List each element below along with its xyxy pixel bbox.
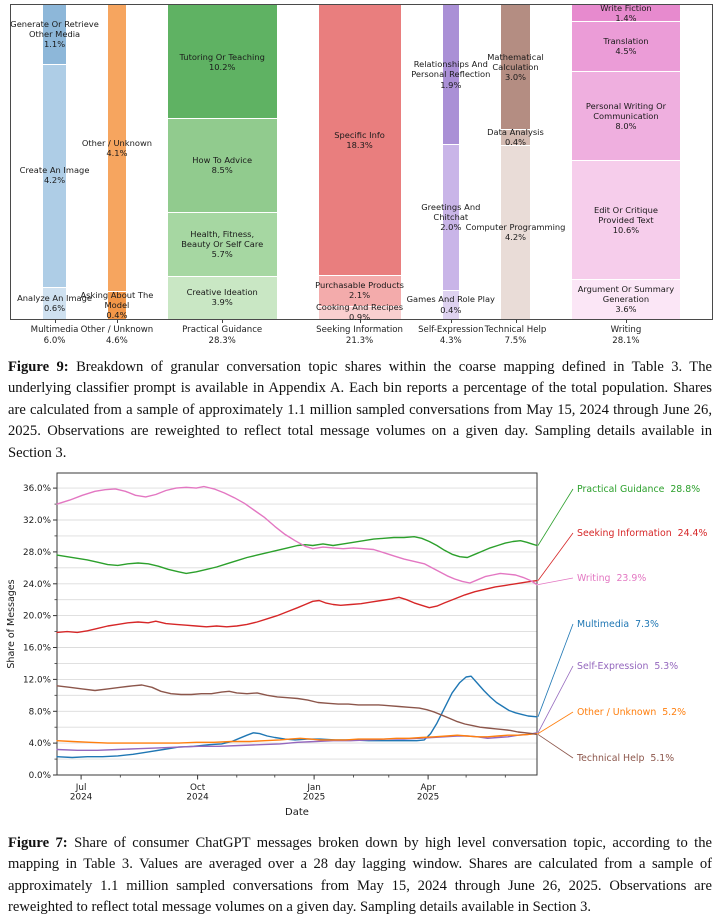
legend-leader-self-expression	[537, 665, 574, 733]
mosaic-segment-analyze-an-image	[43, 287, 67, 319]
mosaic-axis-tick	[625, 320, 627, 323]
series-line-seeking-information	[56, 579, 538, 634]
mosaic-segment-computer-programming	[501, 145, 530, 319]
y-tick-label: 24.0%	[23, 580, 51, 590]
plot-frame	[56, 472, 538, 776]
figure9-caption-label: Figure 9:	[8, 359, 69, 375]
y-tick-label: 4.0%	[29, 739, 51, 749]
mosaic-axis-tick	[359, 320, 361, 323]
legend-leader-multimedia	[537, 623, 574, 717]
y-tick-label: 16.0%	[23, 644, 51, 654]
x-tick-label: 2024	[70, 793, 93, 803]
x-tick-label: Apr	[420, 783, 436, 793]
mosaic-category-label-writing: Writing 28.1%	[610, 325, 642, 347]
series-line-writing	[56, 485, 538, 586]
mosaic-category-label-practical-guidance: Practical Guidance 28.3%	[182, 325, 263, 347]
mosaic-segment-games-and-role-play	[442, 289, 460, 319]
x-tick-label: Oct	[190, 783, 206, 793]
mosaic-segment-asking-about-the-model	[108, 291, 126, 319]
series-line-technical-help	[56, 684, 538, 736]
mosaic-axis-tick	[450, 320, 452, 323]
mosaic-segment-creative-ideation	[167, 275, 277, 319]
x-tick-label: 2025	[417, 793, 439, 803]
legend-label-practical-guidance: Practical Guidance 28.8%	[577, 484, 700, 495]
mosaic-segment-data-analysis	[501, 128, 530, 146]
figure7-caption-text: Share of consumer ChatGPT messages broke…	[8, 835, 712, 916]
mosaic-axis-tick	[116, 320, 118, 323]
mosaic-segment-other-unknown	[108, 5, 126, 292]
series-line-self-expression	[56, 732, 538, 751]
y-tick-label: 20.0%	[23, 612, 51, 622]
figure7-caption: Figure 7: Share of consumer ChatGPT mess…	[8, 833, 712, 919]
legend-leader-writing	[537, 577, 574, 585]
mosaic-category-label-multimedia: Multimedia 6.0%	[30, 325, 79, 347]
mosaic-segment-create-an-image	[43, 63, 67, 288]
y-tick-label: 0.0%	[29, 771, 51, 781]
series-line-practical-guidance	[56, 535, 538, 575]
series-line-other-unknown	[56, 732, 538, 744]
legend-label-writing: Writing 23.9%	[577, 573, 646, 584]
x-tick-label: Jul	[75, 783, 87, 793]
figure7-line-chart: 0.0% 4.0% 8.0% 12.0% 16.0% 20.0% 24.0% 28.0% 32.…	[0, 462, 720, 830]
mosaic-segment-translation	[571, 20, 680, 71]
x-axis-title: Date	[285, 807, 309, 818]
mosaic-segment-generate-or-retrieve-other-media	[43, 5, 67, 64]
series-line-multimedia	[56, 675, 538, 759]
mosaic-segment-write-fiction	[571, 5, 680, 21]
figure9-caption-text: Breakdown of granular conversation topic…	[8, 359, 712, 461]
mosaic-axis-tick	[222, 320, 224, 323]
mosaic-segment-argument-or-summary-generation	[571, 278, 680, 319]
legend-leader-technical-help	[537, 734, 574, 759]
mosaic-segment-health-fitness-beauty-or-self-care	[167, 212, 277, 276]
mosaic-axis-tick	[515, 320, 517, 323]
mosaic-segment-relationships-and-personal-reflection	[442, 5, 460, 144]
y-tick-label: 32.0%	[23, 516, 51, 526]
legend-leader-seeking-information	[537, 532, 574, 581]
legend-leader-practical-guidance	[537, 488, 574, 546]
figure9-mosaic-chart: Generate Or Retrieve Other Media 1.1% Cre…	[0, 0, 720, 352]
x-tick-label: 2025	[303, 793, 325, 803]
mosaic-segment-how-to-advice	[167, 118, 277, 213]
mosaic-category-label-other-unknown: Other / Unknown 4.6%	[80, 325, 154, 347]
mosaic-segment-cooking-and-recipes	[318, 305, 401, 319]
legend-label-seeking-information: Seeking Information 24.4%	[577, 528, 707, 539]
y-tick-label: 28.0%	[23, 548, 51, 558]
figure7-caption-label: Figure 7:	[8, 835, 68, 851]
mosaic-segment-specific-info	[318, 5, 401, 275]
x-tick-label: 2024	[186, 793, 209, 803]
mosaic-segment-mathematical-calculation	[501, 5, 530, 129]
legend-label-other-unknown: Other / Unknown 5.2%	[577, 707, 686, 718]
mosaic-axis-tick	[54, 320, 56, 323]
y-tick-label: 8.0%	[29, 707, 51, 717]
y-axis-title: Share of Messages	[6, 579, 17, 668]
mosaic-segment-edit-or-critique-provided-text	[571, 160, 680, 279]
mosaic-category-label-technical-help: Technical Help 7.5%	[484, 325, 547, 347]
mosaic-segment-personal-writing-or-communication	[571, 70, 680, 161]
mosaic-segment-greetings-and-chitchat	[442, 143, 460, 290]
legend-label-multimedia: Multimedia 7.3%	[577, 619, 659, 630]
mosaic-category-label-self-expression: Self-Expression 4.3%	[418, 325, 484, 347]
y-tick-label: 12.0%	[23, 675, 51, 685]
legend-label-technical-help: Technical Help 5.1%	[576, 753, 674, 764]
mosaic-segment-purchasable-products	[318, 274, 401, 306]
y-tick-label: 36.0%	[23, 484, 51, 494]
mosaic-category-label-seeking-information: Seeking Information 21.3%	[316, 325, 403, 347]
x-tick-label: Jan	[306, 783, 321, 793]
legend-label-self-expression: Self-Expression 5.3%	[577, 661, 678, 672]
legend-leader-other-unknown	[537, 711, 574, 734]
figure9-caption: Figure 9: Breakdown of granular conversa…	[8, 357, 712, 464]
figure7-line-chart-svg: 0.0% 4.0% 8.0% 12.0% 16.0% 20.0% 24.0% 28.0% 32.…	[6, 472, 707, 818]
mosaic-segment-tutoring-or-teaching	[167, 5, 277, 119]
